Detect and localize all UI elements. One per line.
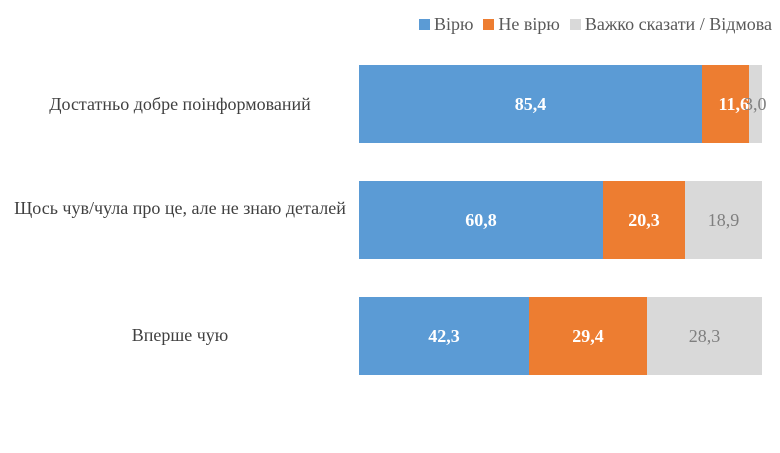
legend-label: Важко сказати / Відмова (584, 14, 772, 34)
value-label: 11,6 (718, 93, 749, 114)
bar-segment-not-believe: 29,4 (529, 297, 647, 375)
legend-item-believe: Вірю (418, 14, 474, 35)
legend-swatch-blue-icon (418, 19, 430, 30)
stacked-bar: 42,3 29,4 28,3 (359, 297, 762, 375)
category-label: Вперше чую (131, 325, 229, 345)
bar-segment-believe: 60,8 (359, 181, 603, 259)
bar-segment-believe: 42,3 (359, 297, 529, 375)
chart-legend: Вірю Не вірю Важко сказати / Відмова (418, 14, 772, 35)
bar-segment-believe: 85,4 (359, 65, 702, 143)
legend-item-not-believe: Не вірю (483, 14, 560, 35)
bar-segment-hard-to-say: 3,0 (744, 65, 767, 143)
legend-item-hard-to-say: Важко сказати / Відмова (569, 14, 772, 35)
category-label: Щось чув/чула про це, але не знаю детале… (14, 198, 346, 218)
legend-swatch-gray-icon (569, 19, 581, 30)
value-label: 3,0 (744, 93, 767, 114)
stacked-bar: 60,8 20,3 18,9 (359, 181, 762, 259)
legend-label: Вірю (433, 14, 474, 34)
stacked-bar: 85,4 11,6 3,0 (359, 65, 767, 143)
legend-label: Не вірю (498, 14, 560, 34)
legend-swatch-orange-icon (483, 19, 495, 30)
bar-segment-not-believe: 11,6 (702, 65, 749, 143)
category-label: Достатньо добре поінформований (49, 94, 311, 114)
bar-segment-hard-to-say: 18,9 (685, 181, 762, 259)
bar-segment-not-believe: 20,3 (603, 181, 685, 259)
bar-segment-hard-to-say: 28,3 (647, 297, 762, 375)
